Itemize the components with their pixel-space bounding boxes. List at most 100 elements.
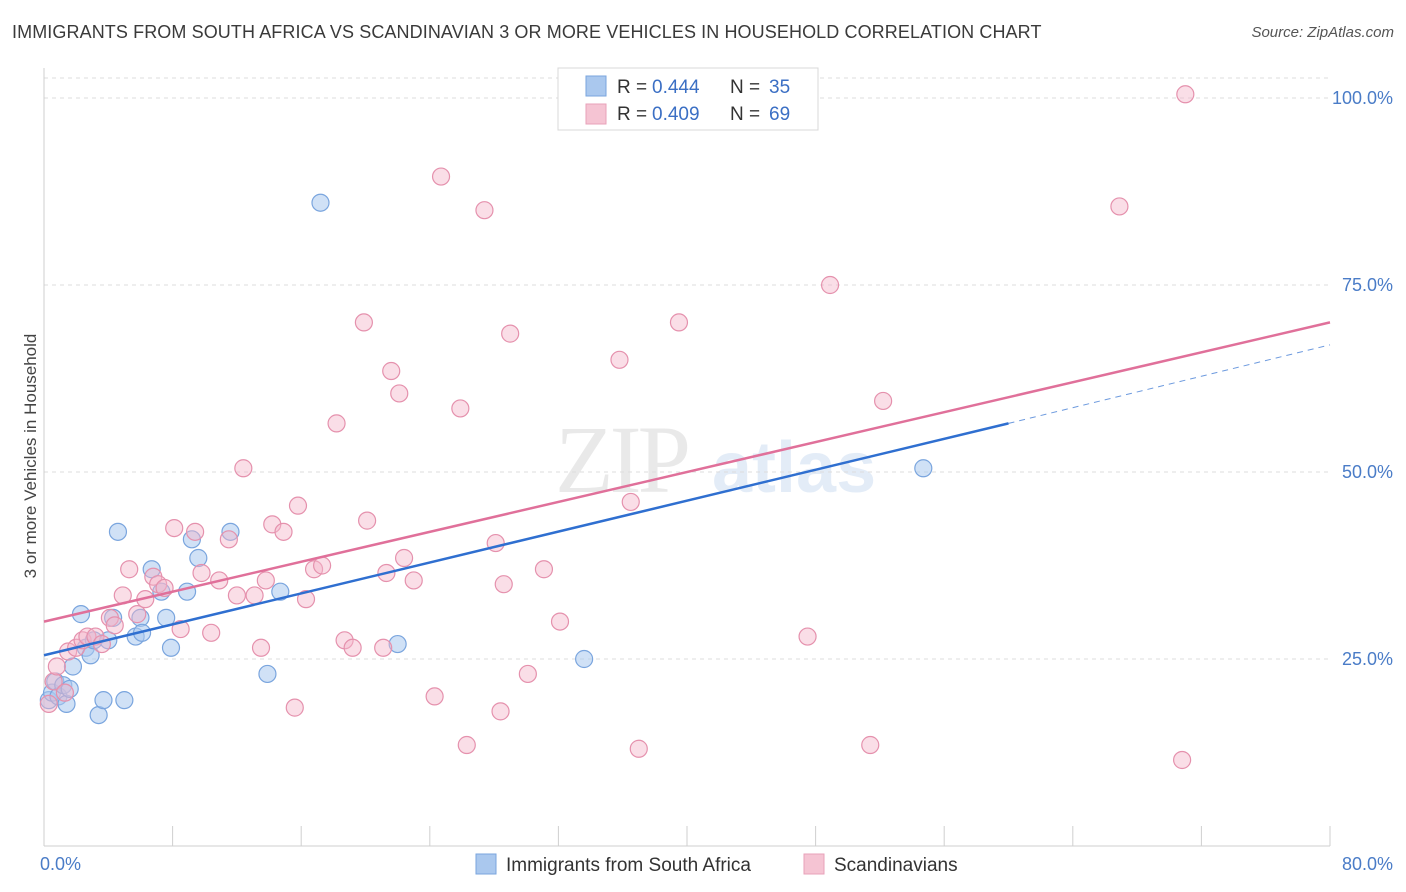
data-point-scandinavians bbox=[404, 571, 423, 590]
data-point-scandinavians bbox=[165, 518, 184, 538]
trendline-scandinavians bbox=[43, 321, 1331, 623]
data-point-scandinavians bbox=[610, 350, 629, 369]
data-point-scandinavians bbox=[457, 735, 476, 755]
x-tick-label-min: 0.0% bbox=[40, 854, 81, 874]
data-point-scandinavians bbox=[431, 167, 451, 186]
watermark-atlas: atlas bbox=[712, 428, 876, 508]
data-point-scandinavians bbox=[192, 563, 211, 583]
data-point-scandinavians bbox=[219, 530, 238, 549]
series-legend-swatch-pink bbox=[803, 853, 825, 875]
watermark: ZIP atlas bbox=[555, 406, 876, 513]
data-point-south-africa bbox=[142, 560, 161, 579]
data-point-scandinavians bbox=[475, 201, 494, 220]
data-point-scandinavians bbox=[621, 492, 640, 512]
data-point-south-africa bbox=[258, 664, 277, 684]
legend-r-value-1: 0.444 bbox=[652, 77, 700, 98]
data-point-scandinavians bbox=[1110, 197, 1129, 216]
data-point-scandinavians bbox=[171, 619, 190, 639]
data-point-scandinavians bbox=[629, 739, 648, 758]
legend-n-label-2: N = bbox=[730, 104, 760, 125]
data-point-scandinavians bbox=[451, 399, 470, 418]
data-point-scandinavians bbox=[374, 638, 393, 657]
data-point-scandinavians bbox=[296, 590, 316, 609]
legend-swatch-blue bbox=[585, 75, 607, 97]
data-point-scandinavians bbox=[274, 522, 293, 541]
series-legend-label-pink: Scandinavians bbox=[834, 855, 958, 876]
y-tick-label: 75.0% bbox=[1342, 275, 1393, 295]
data-point-scandinavians bbox=[39, 694, 58, 713]
source-credit: Source: ZipAtlas.com bbox=[1251, 24, 1394, 41]
data-point-scandinavians bbox=[669, 313, 689, 332]
data-point-scandinavians bbox=[798, 627, 817, 646]
legend-r-label-1: R = bbox=[617, 77, 647, 98]
data-point-south-africa bbox=[575, 649, 594, 669]
trendline-south-africa-extrapolated bbox=[1008, 344, 1331, 424]
data-point-scandinavians bbox=[390, 384, 409, 403]
data-point-scandinavians bbox=[1176, 85, 1195, 104]
data-point-south-africa bbox=[115, 691, 134, 710]
data-point-scandinavians bbox=[44, 672, 63, 691]
data-point-scandinavians bbox=[394, 548, 414, 568]
data-point-south-africa bbox=[108, 522, 128, 541]
data-point-scandinavians bbox=[494, 575, 513, 594]
data-point-scandinavians bbox=[518, 664, 537, 684]
trendline-south-africa bbox=[43, 422, 1009, 657]
x-tick-label-max: 80.0% bbox=[1342, 854, 1393, 874]
data-point-scandinavians bbox=[128, 605, 147, 624]
data-point-south-africa bbox=[221, 522, 240, 541]
data-point-scandinavians bbox=[874, 391, 893, 411]
legend-n-label-1: N = bbox=[730, 77, 760, 98]
data-point-scandinavians bbox=[491, 702, 510, 721]
correlation-legend: R = 0.444 N = 35 R = 0.409 N = 69 bbox=[557, 67, 819, 131]
series-south-africa-points bbox=[39, 193, 933, 725]
data-point-scandinavians bbox=[1173, 750, 1192, 770]
data-point-scandinavians bbox=[501, 324, 520, 343]
y-tick-label: 25.0% bbox=[1342, 649, 1393, 669]
data-point-scandinavians bbox=[382, 361, 401, 381]
y-tick-labels: 25.0% 50.0% 75.0% 100.0% bbox=[1332, 88, 1393, 669]
data-point-scandinavians bbox=[245, 586, 264, 605]
y-axis-title: 3 or more Vehicles in Household bbox=[21, 334, 40, 579]
data-point-scandinavians bbox=[550, 612, 570, 631]
data-point-south-africa bbox=[914, 459, 933, 478]
data-point-south-africa bbox=[161, 638, 181, 657]
data-point-scandinavians bbox=[327, 414, 346, 433]
data-point-scandinavians bbox=[227, 586, 246, 605]
data-point-scandinavians bbox=[47, 657, 66, 676]
data-point-scandinavians bbox=[105, 616, 124, 635]
series-legend-swatch-blue bbox=[475, 853, 497, 875]
series-legend-label-blue: Immigrants from South Africa bbox=[506, 855, 751, 876]
trend-lines bbox=[43, 321, 1331, 657]
data-point-scandinavians bbox=[251, 638, 271, 657]
data-point-scandinavians bbox=[534, 560, 554, 579]
legend-n-value-1: 35 bbox=[769, 77, 790, 98]
legend-r-value-2: 0.409 bbox=[652, 104, 700, 125]
data-point-scandinavians bbox=[343, 638, 362, 657]
legend-n-value-2: 69 bbox=[769, 104, 790, 125]
watermark-zip: ZIP bbox=[555, 406, 688, 513]
data-point-south-africa bbox=[189, 548, 208, 568]
data-point-scandinavians bbox=[285, 698, 304, 717]
data-point-scandinavians bbox=[425, 687, 444, 706]
x-axis-ticks bbox=[43, 826, 1331, 846]
data-point-scandinavians bbox=[234, 459, 253, 478]
data-point-south-africa bbox=[271, 582, 290, 601]
chart-title: IMMIGRANTS FROM SOUTH AFRICA VS SCANDINA… bbox=[12, 22, 1042, 42]
data-point-scandinavians bbox=[820, 275, 840, 295]
series-scandinavians-points bbox=[39, 73, 1195, 770]
data-point-scandinavians bbox=[120, 560, 139, 579]
data-point-scandinavians bbox=[288, 496, 308, 515]
data-point-south-africa bbox=[94, 691, 113, 710]
data-point-south-africa bbox=[388, 634, 407, 654]
data-point-south-africa bbox=[311, 193, 330, 212]
data-point-scandinavians bbox=[186, 522, 205, 541]
data-point-scandinavians bbox=[55, 683, 74, 702]
series-legend: Immigrants from South Africa Scandinavia… bbox=[475, 853, 958, 876]
y-tick-label: 100.0% bbox=[1332, 88, 1393, 108]
data-point-scandinavians bbox=[358, 511, 377, 530]
legend-swatch-pink bbox=[585, 103, 607, 125]
y-tick-label: 50.0% bbox=[1342, 462, 1393, 482]
legend-r-label-2: R = bbox=[617, 104, 647, 125]
data-point-scandinavians bbox=[861, 735, 880, 755]
